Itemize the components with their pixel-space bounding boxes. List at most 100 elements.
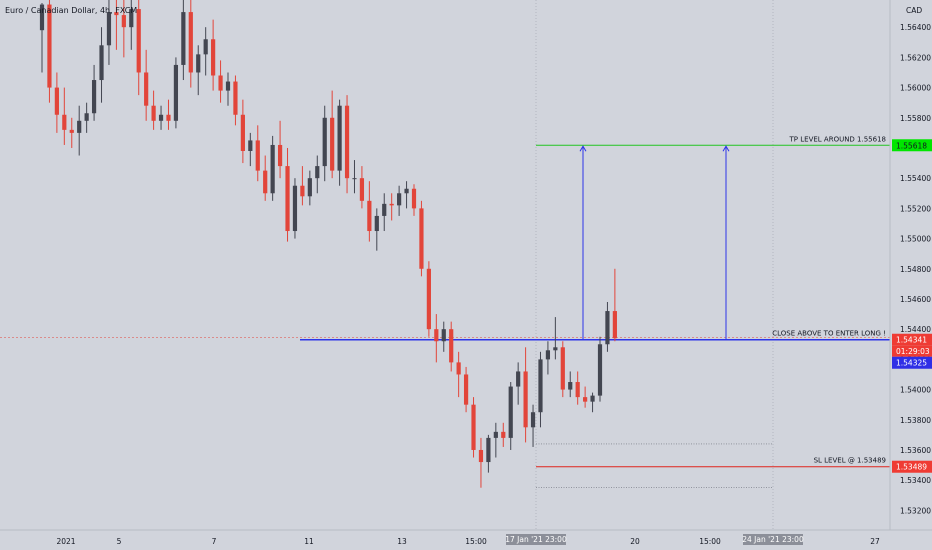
- candle-body: [203, 39, 208, 55]
- candle: [166, 99, 171, 130]
- y-tick-label: 1.55200: [900, 204, 931, 213]
- candle: [597, 336, 603, 402]
- candle: [478, 437, 484, 488]
- highlight-date-2-text: 24 Jan '21 23:00: [742, 535, 804, 544]
- price-axis[interactable]: CAD 1.564001.562001.560001.558001.556001…: [889, 0, 932, 530]
- candle: [538, 351, 543, 428]
- candle: [47, 0, 52, 103]
- candle-body: [538, 359, 543, 413]
- candle-body: [434, 329, 439, 342]
- sl-price-tag-bg: [892, 460, 932, 473]
- time-gridlines: [535, 0, 774, 530]
- candle-body: [456, 362, 461, 375]
- x-tick-label: 15:00: [699, 537, 721, 546]
- candle: [315, 155, 320, 194]
- candle-body: [158, 114, 164, 121]
- candle: [330, 90, 335, 179]
- y-tick-label: 1.55400: [900, 174, 931, 183]
- candle-body: [54, 87, 59, 115]
- candle: [300, 166, 305, 206]
- candle: [173, 57, 179, 129]
- y-tick-label: 1.55800: [900, 114, 931, 123]
- candle: [523, 347, 528, 443]
- candle-body: [382, 203, 387, 216]
- highlight-date-2-bg: [743, 534, 803, 545]
- candle-body: [315, 166, 320, 179]
- candle-body: [233, 81, 238, 115]
- entry-price-bg: [892, 356, 932, 369]
- candle: [121, 0, 126, 58]
- candle-body: [426, 268, 431, 330]
- candle: [136, 0, 141, 96]
- candle: [352, 160, 357, 194]
- candle-body: [516, 371, 521, 387]
- candle-body: [173, 64, 179, 121]
- x-tick-label: 7: [212, 537, 217, 546]
- countdown-text: 01:29:03: [896, 347, 930, 356]
- sl-price-tag: 1.53489: [892, 460, 932, 473]
- target-arrow: [579, 145, 587, 340]
- candle-body: [597, 344, 603, 396]
- candle: [344, 95, 350, 194]
- candle-body: [225, 81, 231, 91]
- candle: [471, 397, 476, 458]
- y-tick-label: 1.54400: [900, 325, 931, 334]
- tp-annotation: TP LEVEL AROUND 1.55618: [789, 135, 886, 143]
- candle: [493, 422, 498, 458]
- candle: [62, 87, 67, 145]
- candle-body: [590, 395, 595, 402]
- candle: [211, 19, 216, 91]
- candle: [404, 181, 409, 209]
- candle-body: [129, 9, 134, 28]
- candle-body: [478, 449, 484, 463]
- candle: [530, 404, 536, 447]
- candle-body: [471, 404, 476, 450]
- highlight-date-2: 24 Jan '21 23:00: [742, 534, 804, 545]
- candle-body: [211, 39, 216, 76]
- candle-body: [307, 178, 312, 197]
- price-tags: 1.55618 1.54341 01:29:03 1.54325 1.53489: [892, 139, 932, 473]
- candle: [553, 317, 558, 360]
- candle-body: [367, 200, 372, 232]
- candle: [359, 166, 365, 209]
- candle-body: [575, 382, 580, 398]
- candle-body: [114, 12, 119, 16]
- candle: [605, 301, 610, 352]
- candle: [77, 105, 82, 156]
- candle-body: [441, 329, 446, 342]
- candle-body: [39, 4, 45, 31]
- candle: [575, 371, 580, 405]
- candle-body: [411, 188, 417, 209]
- candle-body: [359, 178, 365, 201]
- candle-body: [270, 144, 275, 194]
- candle: [560, 341, 565, 398]
- candle-body: [121, 15, 126, 28]
- candle: [590, 392, 595, 413]
- candle: [441, 321, 446, 352]
- candle: [106, 0, 112, 65]
- candle: [218, 60, 223, 103]
- candle: [54, 72, 59, 133]
- candle-body: [486, 437, 491, 463]
- candle-body: [106, 12, 112, 46]
- candle: [337, 99, 342, 186]
- candle-body: [605, 311, 610, 345]
- candle-body: [449, 329, 454, 363]
- candle: [419, 200, 424, 277]
- candle: [233, 75, 238, 126]
- candle: [151, 90, 156, 130]
- y-tick-label: 1.54000: [900, 386, 931, 395]
- annotation-labels: TP LEVEL AROUND 1.55618 CLOSE ABOVE TO E…: [772, 135, 886, 464]
- candle-body: [463, 374, 469, 405]
- x-tick-label: 15:00: [465, 537, 487, 546]
- sl-price-tag-text: 1.53489: [896, 463, 927, 472]
- candle-body: [181, 12, 186, 65]
- candle: [240, 99, 245, 164]
- candle: [508, 382, 513, 450]
- candle-body: [292, 185, 298, 232]
- candle-body: [330, 117, 335, 171]
- tp-price-tag: 1.55618: [892, 139, 932, 152]
- candle: [612, 268, 617, 342]
